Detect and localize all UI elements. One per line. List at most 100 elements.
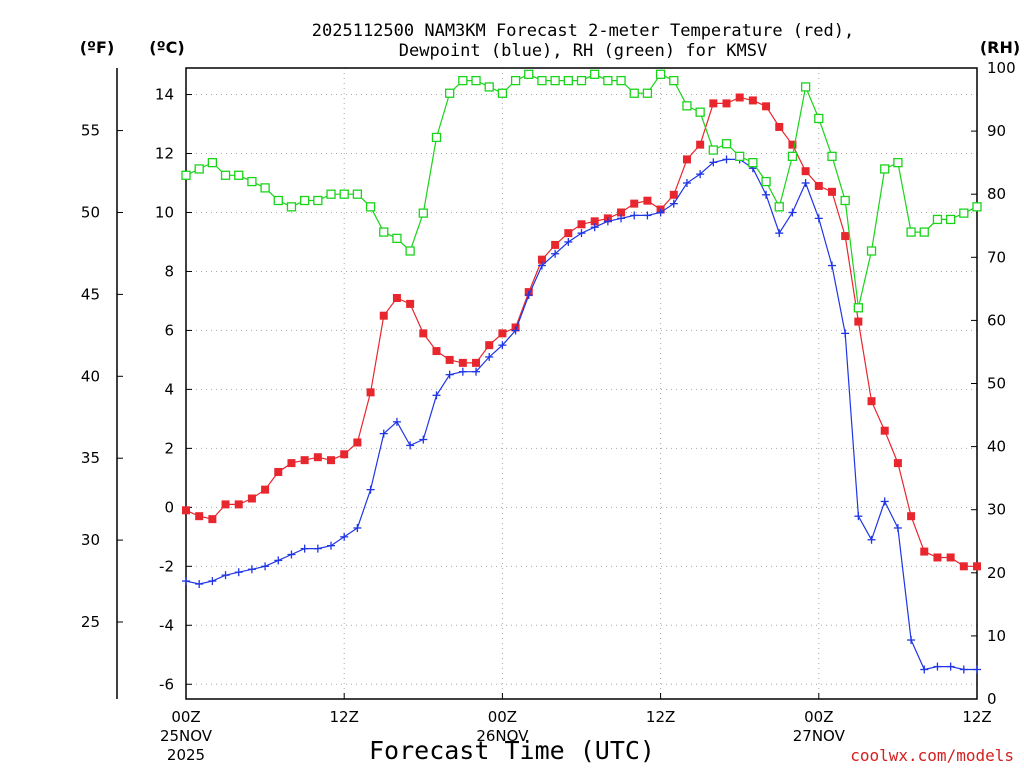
dewpoint-point (709, 158, 718, 167)
dewpoint-point (590, 223, 599, 232)
c-tick-label: 14 (155, 86, 174, 104)
rh-point (260, 183, 270, 193)
temperature-point (564, 229, 573, 238)
dewpoint-point (234, 568, 243, 577)
rh-point (919, 227, 929, 237)
rh-point (445, 88, 455, 98)
temperature-point (419, 329, 428, 338)
dewpoint-point (617, 214, 626, 223)
temperature-point (300, 456, 309, 465)
dewpoint-point (933, 662, 942, 671)
rh-tick-label: 30 (987, 501, 1006, 519)
dewpoint-point (366, 485, 375, 494)
x-tick-label: 00Z (804, 708, 833, 726)
dewpoint-point (353, 523, 362, 532)
x-tick-label: 25NOV (160, 727, 213, 745)
temperature-point (814, 181, 823, 190)
dewpoint-point (406, 441, 415, 450)
dewpoint-point (221, 571, 230, 580)
rh-point (471, 75, 481, 86)
dewpoint-point (775, 229, 784, 238)
rh-point (392, 233, 402, 244)
dewpoint-point (682, 178, 691, 187)
dewpoint-point (313, 544, 322, 553)
dewpoint-point (643, 211, 652, 220)
rh-point (352, 189, 363, 199)
series-line-2 (185, 73, 978, 308)
dewpoint-point (603, 217, 612, 226)
f-tick-label: 55 (81, 122, 100, 140)
dewpoint-point (788, 208, 797, 217)
rh-point (800, 82, 811, 92)
rh-point (194, 164, 204, 174)
f-tick-label: 45 (81, 285, 100, 303)
rh-point (642, 88, 653, 98)
c-tick-label: 12 (155, 145, 174, 163)
rh-point (537, 75, 547, 86)
temperature-point (854, 317, 863, 326)
temperature-point (643, 196, 652, 205)
rh-point (510, 75, 521, 86)
rh-point (827, 151, 837, 161)
temperature-point (630, 199, 639, 208)
fahrenheit-axis-label: (ºF) (80, 38, 115, 57)
rh-point (761, 176, 771, 187)
dewpoint-point (379, 429, 388, 438)
data-series (181, 69, 982, 674)
dewpoint-point (907, 636, 916, 645)
rh-point (880, 164, 890, 174)
c-tick-label: 4 (164, 380, 174, 398)
credit-text: coolwx.com/models (850, 746, 1014, 765)
rh-tick-label: 60 (987, 311, 1006, 329)
temperature-point (841, 232, 850, 241)
temperature-point (221, 500, 230, 509)
gridlines (186, 68, 977, 699)
rh-point (748, 157, 758, 168)
dewpoint-point (274, 556, 283, 565)
c-tick-label: 2 (164, 439, 174, 457)
dewpoint-point (327, 541, 336, 550)
dewpoint-point (537, 261, 546, 270)
c-tick-label: 0 (164, 498, 174, 516)
dewpoint-point (261, 562, 270, 571)
x-tick-label: 27NOV (793, 727, 846, 745)
rh-point (326, 189, 336, 199)
f-tick-label: 40 (81, 367, 100, 385)
rh-point (458, 75, 468, 86)
dewpoint-point (827, 261, 836, 270)
rh-point (669, 75, 679, 86)
rh-point (774, 202, 784, 212)
x-tick-label: 00Z (171, 708, 200, 726)
dewpoint-point (287, 550, 296, 559)
rh-point (220, 170, 231, 180)
rh-tick-label: 20 (987, 564, 1006, 582)
dewpoint-point (498, 341, 507, 350)
dewpoint-point (920, 665, 929, 674)
dewpoint-point (762, 190, 771, 199)
rh-point (735, 151, 745, 161)
rh-tick-label: 100 (987, 59, 1016, 77)
rh-point (207, 157, 218, 168)
dewpoint-point (867, 535, 876, 544)
temperature-point (827, 187, 836, 196)
c-tick-label: 10 (155, 203, 174, 221)
dewpoint-point (973, 665, 981, 674)
temperature-point (353, 438, 362, 447)
rh-point (866, 246, 877, 256)
rh-point (563, 75, 573, 86)
temperature-point (946, 553, 955, 562)
temperature-point (959, 562, 968, 571)
c-tick-label: 6 (164, 321, 174, 339)
rh-point (787, 151, 798, 161)
temperature-point (287, 459, 296, 468)
temperature-point (340, 450, 349, 459)
axis-ticks: -6 -4 -2 0 2 4 6 8 10 12 14 0 10 20 30 40 50 60 70 80 90 100 2… (81, 59, 1016, 764)
dewpoint-point (946, 662, 955, 671)
rh-point (906, 227, 916, 237)
dewpoint-point (814, 214, 823, 223)
temperature-point (498, 329, 507, 338)
rh-point (814, 113, 824, 124)
temperature-point (775, 122, 784, 131)
temperature-point (551, 240, 560, 249)
